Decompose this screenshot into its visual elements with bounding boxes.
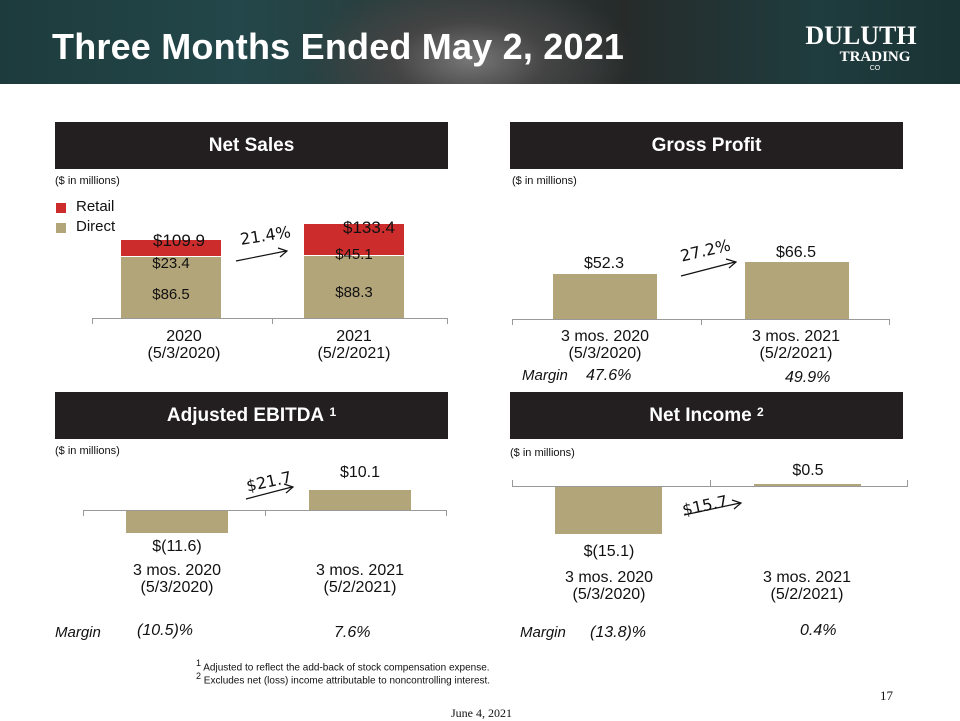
net-sales-growth: 21.4% xyxy=(238,222,293,249)
gross-profit-tick xyxy=(512,319,513,325)
net-sales-tick xyxy=(447,318,448,324)
ebitda-bar-2020 xyxy=(126,510,228,534)
ebitda-growth-arrow xyxy=(245,483,295,500)
net-income-value-2021: $0.5 xyxy=(792,462,824,479)
gross-profit-title: Gross Profit xyxy=(651,134,762,156)
gross-profit-bar-2021 xyxy=(745,262,849,319)
ebitda-header: Adjusted EBITDA 1 xyxy=(55,392,448,439)
net-income-xlabel-2020: 3 mos. 2020 xyxy=(564,569,654,586)
gross-profit-growth-arrow xyxy=(680,258,738,277)
gross-profit-header: Gross Profit xyxy=(510,122,903,169)
net-sales-xlabel-2020: 2020 xyxy=(166,328,202,345)
logo-line1: DULUTH xyxy=(805,21,916,50)
ebitda-margin-2020: (10.5)% xyxy=(137,622,194,639)
net-sales-xlabel-2021: 2021 xyxy=(336,328,372,345)
footnote-2-mark: 2 xyxy=(196,671,202,681)
gross-profit-value-2020: $52.3 xyxy=(583,255,625,272)
page-number: 17 xyxy=(880,688,893,703)
legend-label-retail: Retail xyxy=(76,198,115,215)
gross-profit-xlabel-2020: 3 mos. 2020 xyxy=(560,328,650,345)
net-income-value-2020: $(15.1) xyxy=(583,543,635,560)
net-income-margin-2021: 0.4% xyxy=(800,622,837,639)
gross-profit-tick xyxy=(889,319,890,325)
logo-line3: CO xyxy=(870,65,881,70)
net-income-tick xyxy=(710,480,711,486)
gross-profit-margin-2021: 49.9% xyxy=(785,369,831,386)
net-sales-xlabel-2021-date: (5/2/2021) xyxy=(317,345,391,362)
gross-profit-bar-2020 xyxy=(553,274,657,319)
net-income-tick xyxy=(512,480,513,486)
ebitda-margin-label: Margin xyxy=(55,624,101,641)
net-sales-bar-direct-2020 xyxy=(121,257,221,318)
net-sales-tick xyxy=(272,318,273,324)
ebitda-value-2021: $10.1 xyxy=(339,464,381,481)
gross-profit-value-2021: $66.5 xyxy=(775,244,817,261)
ebitda-xlabel-2020-date: (5/3/2020) xyxy=(140,579,214,596)
footnote-1-text: Adjusted to reflect the add-back of stoc… xyxy=(203,662,490,674)
legend-swatch-direct xyxy=(56,223,66,233)
net-sales-title: Net Sales xyxy=(208,134,295,156)
net-income-title-footnote: 2 xyxy=(757,404,764,419)
net-income-xlabel-2021: 3 mos. 2021 xyxy=(762,569,852,586)
gross-profit-xlabel-2021-date: (5/2/2021) xyxy=(759,345,833,362)
gross-profit-xlabel-2020-date: (5/3/2020) xyxy=(568,345,642,362)
ebitda-title-footnote: 1 xyxy=(329,404,337,419)
ebitda-xlabel-2021: 3 mos. 2021 xyxy=(315,562,405,579)
net-sales-header: Net Sales xyxy=(55,122,448,169)
net-sales-bar-retail-2020 xyxy=(121,240,221,257)
legend-label-direct: Direct xyxy=(76,218,116,235)
net-income-title: Net Income xyxy=(649,404,752,426)
net-sales-total-2021: $133.4 xyxy=(343,218,395,237)
footnote-1: 1 Adjusted to reflect the add-back of st… xyxy=(196,658,490,673)
ebitda-value-2020: $(11.6) xyxy=(152,538,202,555)
ebitda-tick xyxy=(265,510,266,516)
net-sales-unit: ($ in millions) xyxy=(55,175,120,187)
net-sales-tick xyxy=(92,318,93,324)
net-income-tick xyxy=(907,480,908,486)
gross-profit-margin-label: Margin xyxy=(522,367,568,384)
ebitda-xlabel-2020: 3 mos. 2020 xyxy=(132,562,222,579)
slide-date: June 4, 2021 xyxy=(451,706,512,720)
net-sales-bar-retail-2021 xyxy=(304,223,404,256)
ebitda-tick xyxy=(83,510,84,516)
net-sales-direct-label-2021: $88.3 xyxy=(335,284,373,301)
net-sales-bar-direct-2021 xyxy=(304,256,404,318)
net-income-bar-2020 xyxy=(555,486,662,535)
net-income-xlabel-2021-date: (5/2/2021) xyxy=(770,586,844,603)
net-sales-xlabel-2020-date: (5/3/2020) xyxy=(147,345,221,362)
duluth-trading-logo: DULUTH TRADING CO xyxy=(805,21,916,70)
logo-line2: TRADING xyxy=(840,49,911,65)
gross-profit-tick xyxy=(701,319,702,325)
ebitda-bar-2021 xyxy=(309,489,411,510)
net-sales-retail-label-2020: $23.4 xyxy=(152,255,190,272)
net-sales-x-axis xyxy=(92,318,448,319)
net-sales-total-2020: $109.9 xyxy=(153,231,205,250)
header-banner xyxy=(0,0,960,84)
net-income-growth-arrow xyxy=(683,499,743,516)
ebitda-unit: ($ in millions) xyxy=(55,445,120,457)
page-title: Three Months Ended May 2, 2021 xyxy=(52,26,625,67)
ebitda-margin-2021: 7.6% xyxy=(334,624,371,641)
ebitda-title: Adjusted EBITDA xyxy=(166,404,325,426)
net-income-header: Net Income 2 xyxy=(510,392,903,439)
net-sales-direct-label-2020: $86.5 xyxy=(152,286,190,303)
net-sales-retail-label-2021: $45.1 xyxy=(335,246,373,263)
gross-profit-margin-2020: 47.6% xyxy=(586,367,632,384)
net-income-x-axis xyxy=(512,486,908,487)
legend-swatch-retail xyxy=(56,203,66,213)
net-sales-growth-arrow xyxy=(235,247,289,262)
net-income-bar-2021 xyxy=(754,484,861,486)
net-income-unit: ($ in millions) xyxy=(510,447,575,459)
footnote-2-text: Excludes net (loss) income attributable … xyxy=(203,675,491,687)
gross-profit-unit: ($ in millions) xyxy=(512,175,577,187)
net-income-margin-label: Margin xyxy=(520,624,566,641)
ebitda-tick xyxy=(446,510,447,516)
ebitda-xlabel-2021-date: (5/2/2021) xyxy=(323,579,397,596)
footnote-1-mark: 1 xyxy=(196,658,202,668)
gross-profit-xlabel-2021: 3 mos. 2021 xyxy=(751,328,841,345)
net-income-xlabel-2020-date: (5/3/2020) xyxy=(572,586,646,603)
net-income-margin-2020: (13.8)% xyxy=(590,624,647,641)
footnote-2: 2 Excludes net (loss) income attributabl… xyxy=(196,671,490,686)
